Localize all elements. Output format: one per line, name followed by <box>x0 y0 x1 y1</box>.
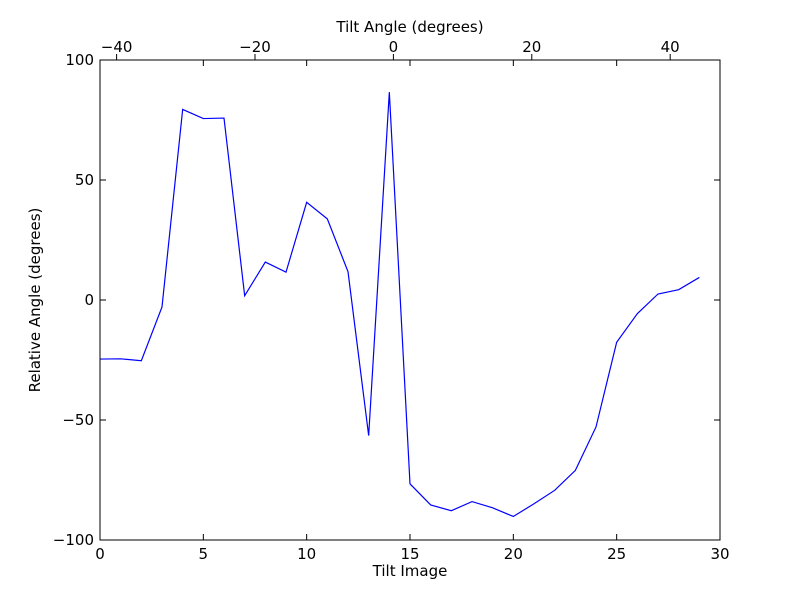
y-tick-label: −100 <box>53 531 94 549</box>
top-x-tick-label: 0 <box>389 38 399 56</box>
x-tick-label: 5 <box>199 545 209 563</box>
y-axis-title: Relative Angle (degrees) <box>26 208 44 393</box>
plot-frame <box>99 59 721 541</box>
tick-labels-layer: 0 5 10 15 20 25 30 −40 −20 0 20 40 −100 −50 0 50 100 <box>53 38 730 563</box>
series-layer <box>99 92 700 518</box>
x-tick-label: 0 <box>95 545 105 563</box>
x-tick-label: 25 <box>607 545 626 563</box>
x-axis-title: Tilt Image <box>372 562 448 580</box>
y-tick-label: 0 <box>84 291 94 309</box>
y-tick-label: −50 <box>62 411 94 429</box>
ticks-layer <box>99 54 721 541</box>
top-x-tick-label: −40 <box>101 38 133 56</box>
top-x-axis-title: Tilt Angle (degrees) <box>335 18 483 36</box>
series-line-0 <box>99 92 700 518</box>
top-x-tick-label: 20 <box>522 38 541 56</box>
x-tick-label: 10 <box>297 545 316 563</box>
top-x-tick-label: −20 <box>239 38 271 56</box>
x-tick-label: 15 <box>400 545 419 563</box>
x-tick-label: 30 <box>710 545 729 563</box>
y-tick-label: 50 <box>75 171 94 189</box>
top-x-tick-label: 40 <box>661 38 680 56</box>
y-tick-label: 100 <box>65 51 94 69</box>
x-tick-label: 20 <box>504 545 523 563</box>
